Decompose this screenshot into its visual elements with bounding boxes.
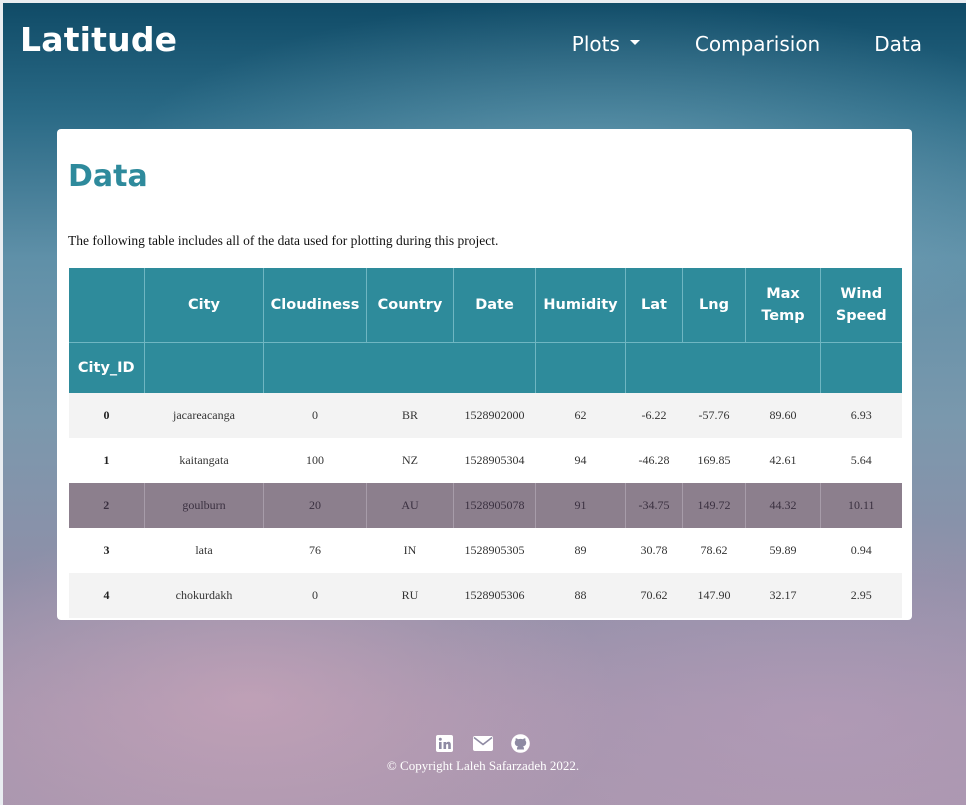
cell-lat: -6.22 [625, 393, 683, 438]
github-icon[interactable] [511, 733, 531, 753]
cell-country: NZ [366, 438, 454, 483]
index-header-blank [144, 342, 264, 393]
cell-date: 1528905306 [453, 573, 536, 618]
cell-cloudiness: 0 [263, 573, 367, 618]
cell-humidity: 88 [535, 573, 626, 618]
cell-max-temp: 59.89 [745, 528, 821, 573]
cell-lat: 70.62 [625, 573, 683, 618]
column-header-city: City [144, 268, 264, 343]
table-row: 3 lata 76 IN 1528905305 89 30.78 78.62 5… [68, 528, 902, 573]
index-header-blank [535, 342, 626, 393]
footer: © Copyright Laleh Safarzadeh 2022. [0, 733, 966, 774]
column-header-humidity: Humidity [535, 268, 626, 343]
cell-wind-speed: 5.64 [820, 438, 902, 483]
column-header-wind-speed: Wind Speed [820, 268, 902, 343]
index-header-blank [820, 342, 902, 393]
column-header-lat: Lat [625, 268, 683, 343]
cell-lat: 30.78 [625, 528, 683, 573]
cell-max-temp: 32.17 [745, 573, 821, 618]
column-header-cloudiness: Cloudiness [263, 268, 367, 343]
cell-date: 1528902000 [453, 393, 536, 438]
nav-plots-dropdown[interactable]: Plots [572, 32, 640, 56]
social-icons [0, 733, 966, 753]
cell-date: 1528905078 [453, 483, 536, 528]
envelope-icon[interactable] [472, 733, 493, 753]
column-header-lng: Lng [682, 268, 746, 343]
table-header-row: City Cloudiness Country Date Humidity La… [68, 268, 902, 343]
cell-wind-speed: 10.11 [820, 483, 902, 528]
window-frame-top [0, 0, 966, 3]
table-row: 1 kaitangata 100 NZ 1528905304 94 -46.28… [68, 438, 902, 483]
cell-country: RU [366, 573, 454, 618]
linkedin-icon[interactable] [435, 733, 455, 753]
cell-date: 1528905305 [453, 528, 536, 573]
cell-city: goulburn [144, 483, 264, 528]
row-index: 1 [68, 438, 145, 483]
cell-wind-speed: 0.94 [820, 528, 902, 573]
cell-humidity: 94 [535, 438, 626, 483]
cell-lng: 169.85 [682, 438, 746, 483]
table-row: 4 chokurdakh 0 RU 1528905306 88 70.62 14… [68, 573, 902, 618]
cell-city: chokurdakh [144, 573, 264, 618]
index-header-blank [263, 342, 536, 393]
row-index: 0 [68, 393, 145, 438]
cell-humidity: 91 [535, 483, 626, 528]
cell-cloudiness: 0 [263, 393, 367, 438]
cell-date: 1528905304 [453, 438, 536, 483]
table-row: 0 jacareacanga 0 BR 1528902000 62 -6.22 … [68, 393, 902, 438]
cell-lng: 149.72 [682, 483, 746, 528]
cell-max-temp: 89.60 [745, 393, 821, 438]
caret-down-icon [629, 39, 640, 45]
cell-wind-speed: 6.93 [820, 393, 902, 438]
cell-cloudiness: 100 [263, 438, 367, 483]
nav-comparision[interactable]: Comparision [694, 32, 821, 56]
top-nav: Plots Comparision Data [572, 32, 922, 56]
cell-cloudiness: 76 [263, 528, 367, 573]
cell-wind-speed: 2.95 [820, 573, 902, 618]
row-index: 2 [68, 483, 145, 528]
cell-lng: -57.76 [682, 393, 746, 438]
brand-logo[interactable]: Latitude [20, 20, 178, 59]
row-index: 4 [68, 573, 145, 618]
cell-city: lata [144, 528, 264, 573]
page-title: Data [68, 159, 148, 194]
index-header-city-id: City_ID [68, 342, 145, 393]
intro-text: The following table includes all of the … [68, 233, 499, 248]
index-header-blank [625, 342, 821, 393]
window-frame-left [0, 0, 3, 805]
table-row-hovered: 2 goulburn 20 AU 1528905078 91 -34.75 14… [68, 483, 902, 528]
copyright-text: © Copyright Laleh Safarzadeh 2022. [386, 758, 580, 773]
cell-lat: -34.75 [625, 483, 683, 528]
cell-lng: 78.62 [682, 528, 746, 573]
column-header-max-temp: Max Temp [745, 268, 821, 343]
row-index: 3 [68, 528, 145, 573]
column-header-index [68, 268, 145, 343]
cell-max-temp: 42.61 [745, 438, 821, 483]
cell-lat: -46.28 [625, 438, 683, 483]
content-card: Data The following table includes all of… [57, 129, 912, 620]
cell-cloudiness: 20 [263, 483, 367, 528]
cell-country: IN [366, 528, 454, 573]
cell-max-temp: 44.32 [745, 483, 821, 528]
column-header-country: Country [366, 268, 454, 343]
nav-plots-label: Plots [571, 32, 620, 56]
cell-humidity: 89 [535, 528, 626, 573]
cell-country: AU [366, 483, 454, 528]
column-header-date: Date [453, 268, 536, 343]
cell-city: kaitangata [144, 438, 264, 483]
cell-humidity: 62 [535, 393, 626, 438]
nav-data[interactable]: Data [874, 32, 922, 56]
data-table: City Cloudiness Country Date Humidity La… [68, 268, 902, 618]
cell-country: BR [366, 393, 454, 438]
cell-lng: 147.90 [682, 573, 746, 618]
cell-city: jacareacanga [144, 393, 264, 438]
table-index-header-row: City_ID [68, 342, 902, 393]
